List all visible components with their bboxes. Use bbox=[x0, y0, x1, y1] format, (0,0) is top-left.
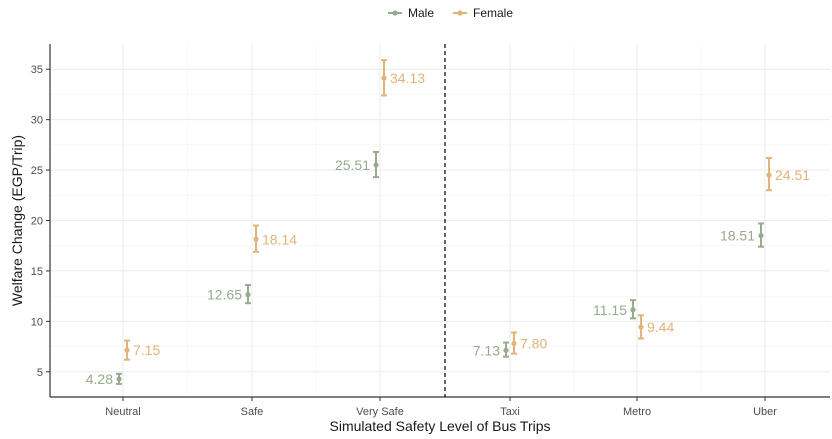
x-tick-label: Taxi bbox=[500, 406, 520, 418]
legend-label-female: Female bbox=[473, 6, 513, 20]
series-male: 4.28 12.65 25.51 7.13 11.15 18.51 bbox=[86, 150, 764, 387]
x-tick-label: Neutral bbox=[105, 406, 140, 418]
y-tick-label: 35 bbox=[31, 64, 43, 76]
x-tick-label: Uber bbox=[753, 406, 777, 418]
data-point bbox=[381, 75, 387, 81]
x-tick-label: Very Safe bbox=[356, 406, 404, 418]
data-point bbox=[503, 347, 509, 353]
data-label: 4.28 bbox=[86, 371, 113, 387]
legend-dot-female bbox=[457, 10, 463, 16]
data-label: 7.13 bbox=[473, 342, 500, 358]
y-tick-label: 20 bbox=[31, 216, 43, 228]
data-point bbox=[511, 340, 517, 347]
data-label: 18.51 bbox=[720, 228, 755, 244]
legend: Male Female bbox=[388, 6, 513, 20]
data-label: 9.44 bbox=[647, 319, 674, 335]
axes bbox=[46, 44, 830, 401]
y-axis-title: Welfare Change (EGP/Trip) bbox=[9, 135, 25, 306]
x-tick-label: Safe bbox=[241, 406, 264, 418]
y-tick-label: 5 bbox=[37, 367, 43, 379]
legend-dot-male bbox=[392, 10, 398, 16]
data-point bbox=[124, 347, 130, 353]
data-point bbox=[373, 162, 379, 168]
legend-label-male: Male bbox=[408, 6, 434, 20]
x-axis-title: Simulated Safety Level of Bus Trips bbox=[330, 418, 551, 434]
grid-lines bbox=[50, 44, 830, 397]
data-point bbox=[638, 324, 644, 330]
data-label: 12.65 bbox=[207, 287, 242, 303]
data-point bbox=[253, 236, 259, 242]
data-label: 7.15 bbox=[133, 342, 160, 358]
y-tick-label: 25 bbox=[31, 165, 43, 177]
data-label: 25.51 bbox=[335, 157, 370, 173]
series-female: 7.15 18.14 34.13 7.80 9.44 24.51 bbox=[124, 59, 810, 361]
data-marks: 4.28 12.65 25.51 7.13 11.15 18.51 7.15 18.14 34.… bbox=[86, 59, 810, 387]
legend-item-male: Male bbox=[388, 6, 434, 20]
data-point bbox=[245, 292, 251, 298]
legend-item-female: Female bbox=[453, 6, 513, 20]
data-point bbox=[758, 232, 764, 239]
data-point bbox=[766, 172, 772, 178]
data-point bbox=[630, 307, 636, 313]
y-tick-label: 30 bbox=[31, 115, 43, 127]
y-tick-label: 15 bbox=[31, 266, 43, 278]
data-label: 24.51 bbox=[775, 167, 810, 183]
data-label: 11.15 bbox=[593, 302, 627, 318]
x-tick-label: Metro bbox=[623, 406, 651, 418]
data-label: 34.13 bbox=[390, 70, 425, 86]
y-tick-label: 10 bbox=[31, 316, 43, 328]
data-label: 18.14 bbox=[262, 231, 297, 247]
data-label: 7.80 bbox=[520, 336, 547, 352]
tick-labels: 5 10 15 20 25 30 35 Neutral Safe Very Safe Taxi Met… bbox=[31, 64, 778, 418]
data-point bbox=[116, 376, 122, 382]
